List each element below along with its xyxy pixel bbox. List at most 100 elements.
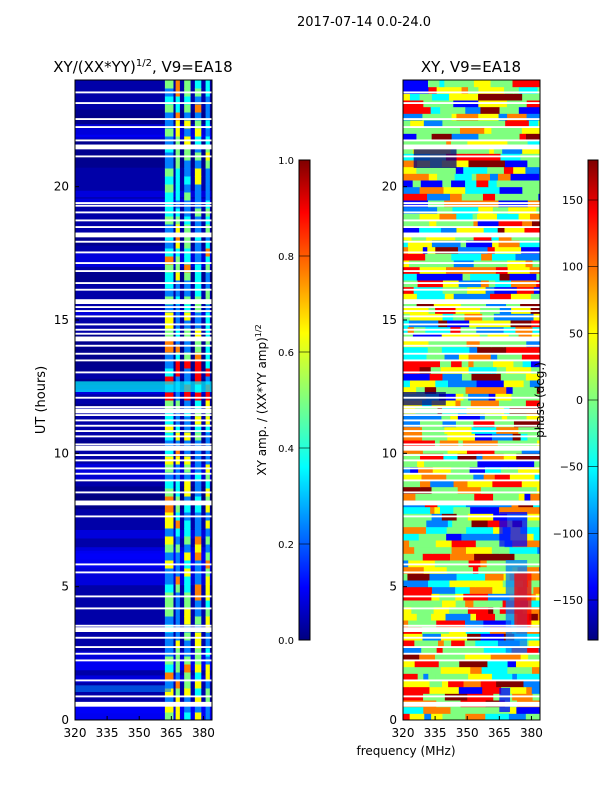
phase-flagged-row: [403, 646, 540, 648]
phase-cell: [509, 473, 528, 481]
phase-cell: [446, 526, 467, 534]
amplitude-cell: [164, 184, 174, 193]
phase-cell: [403, 640, 415, 648]
phase-cell: [507, 113, 528, 121]
phase-cell: [403, 420, 421, 428]
phase-cell: [403, 453, 421, 461]
phase-cell: [490, 293, 512, 301]
amplitude-cell: [164, 696, 174, 705]
amplitude-cell: [164, 528, 174, 537]
amplitude-colorbar-bar: [298, 159, 311, 641]
phase-cell: [522, 186, 540, 194]
phase-flagged-row: [403, 139, 540, 142]
amplitude-colorbar-tick-label: 1.0: [278, 156, 294, 167]
phase-cell: [428, 673, 436, 681]
phase-flagged-row: [403, 240, 540, 243]
phase-cell: [489, 553, 515, 561]
phase-cell: [435, 380, 449, 388]
phase-flagged-row: [403, 571, 540, 574]
phase-cell: [403, 653, 420, 661]
phase-cell: [451, 540, 477, 548]
phase-cell: [498, 240, 521, 248]
phase-cell: [403, 113, 423, 121]
amplitude-cell: [205, 112, 210, 121]
phase-cell: [467, 606, 489, 614]
phase-cell: [409, 680, 431, 688]
phase-flagged-row: [403, 332, 540, 335]
phase-cell: [423, 706, 451, 714]
phase-flagged-row: [403, 419, 540, 422]
phase-cell: [537, 86, 540, 94]
phase-cell: [403, 386, 417, 394]
phase-cell: [426, 520, 449, 528]
phase-cell: [528, 520, 540, 528]
phase-flagged-row: [403, 91, 540, 94]
phase-cell: [439, 213, 457, 221]
phase-cell: [534, 460, 540, 468]
amplitude-cell: [194, 664, 202, 673]
amplitude-cell: [184, 360, 191, 369]
amplitude-cell: [194, 472, 202, 481]
phase-cell: [465, 620, 484, 628]
phase-cell: [515, 660, 525, 668]
phase-cell: [418, 533, 441, 541]
amplitude-cell: [184, 648, 191, 657]
amplitude-colorbar: 0.0 0.2 0.4 0.6 0.8 1.0 XY amp. / (XX*YY amp)…: [254, 156, 311, 647]
amplitude-cell: [75, 235, 212, 246]
phase-cell: [485, 466, 502, 474]
amplitude-cell: [205, 120, 210, 129]
amplitude-cell: [164, 544, 174, 553]
amplitude-cell: [164, 304, 174, 313]
phase-cell: [481, 666, 508, 674]
amplitude-colorbar-tick-label: 0.4: [278, 444, 294, 455]
phase-cell: [403, 713, 411, 720]
phase-cell: [526, 133, 540, 141]
phase-title: XY, V9=EA18: [421, 58, 521, 76]
phase-cell: [403, 220, 430, 228]
amplitude-cell: [184, 552, 191, 561]
phase-cell: [528, 580, 540, 588]
phase-cell: [441, 600, 457, 608]
phase-cell: [501, 413, 508, 421]
amplitude-cell: [205, 480, 210, 489]
amplitude-cell: [164, 272, 174, 281]
phase-flagged-row: [403, 414, 540, 416]
amplitude-cell: [75, 685, 171, 692]
phase-flagged-row: [403, 299, 540, 304]
phase-cell: [509, 353, 523, 361]
amplitude-flagged-row: [75, 282, 212, 284]
phase-cell: [403, 360, 418, 368]
phase-cell: [436, 620, 466, 628]
amplitude-cell: [175, 544, 180, 553]
phase-cell: [457, 413, 481, 421]
phase-cell: [478, 93, 507, 101]
phase-cell: [494, 420, 515, 428]
phase-cell: [432, 126, 461, 134]
phase-cell: [526, 413, 540, 421]
amplitude-cell: [184, 584, 191, 593]
phase-cell: [443, 640, 452, 648]
amplitude-cell: [184, 544, 191, 553]
amplitude-xtick-label: 335: [96, 726, 119, 740]
amplitude-flagged-row: [75, 126, 212, 128]
phase-cell: [416, 293, 446, 301]
amplitude-cell: [205, 520, 210, 529]
phase-cell: [482, 533, 511, 541]
phase-cell: [454, 340, 468, 348]
amplitude-cell: [194, 688, 202, 697]
phase-cell: [522, 93, 540, 101]
phase-cell: [447, 520, 453, 528]
amplitude-cell: [175, 128, 180, 137]
phase-cell: [427, 80, 440, 88]
phase-cell: [526, 573, 540, 581]
amplitude-flagged-row: [75, 336, 212, 342]
phase-cell: [506, 386, 514, 394]
phase-cell: [521, 480, 539, 488]
phase-cell: [513, 360, 524, 368]
phase-cell: [403, 140, 414, 148]
amplitude-cell: [164, 120, 174, 129]
amplitude-cell: [205, 304, 210, 313]
phase-cell: [428, 580, 450, 588]
amplitude-flagged-row: [75, 445, 212, 451]
